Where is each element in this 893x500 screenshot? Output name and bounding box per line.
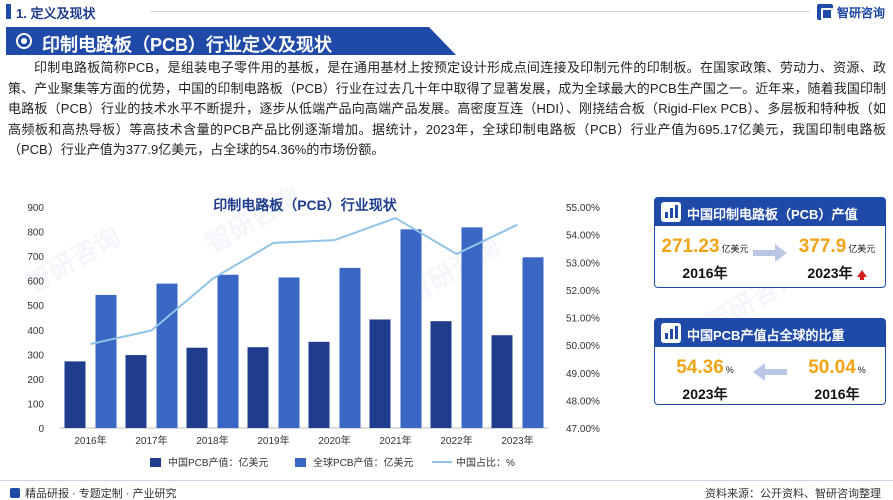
y-right-tick-label: 54.00% xyxy=(566,231,600,242)
title-banner: 印制电路板（PCB）行业定义及现状 xyxy=(6,27,456,55)
y-right-tick-label: 49.00% xyxy=(566,369,600,380)
bar-china xyxy=(186,347,208,428)
legend-label: 中国PCB产值：亿美元 xyxy=(168,456,269,469)
y-right-tick-label: 55.00% xyxy=(566,203,600,214)
bar-china xyxy=(125,355,147,428)
y-right-tick-label: 48.00% xyxy=(566,396,600,407)
chart-title: 印制电路板（PCB）行业现状 xyxy=(213,197,398,213)
section-label: 1. 定义及现状 xyxy=(16,6,96,21)
legend-swatch xyxy=(150,458,161,467)
footer: 精品研报 · 专题定制 · 产业研究 资料来源：公开资料、智研咨询整理 xyxy=(0,480,893,500)
bar-global xyxy=(461,227,483,428)
x-tick-label: 2019年 xyxy=(257,434,289,447)
up-arrow-icon xyxy=(856,270,867,280)
card-title: 中国印制电路板（PCB）产值 xyxy=(687,207,858,222)
bar-china xyxy=(247,347,269,428)
y-left-tick-label: 900 xyxy=(27,203,44,214)
y-right-tick-label: 51.00% xyxy=(566,314,600,325)
source-note: 资料来源：公开资料、智研咨询整理 xyxy=(705,488,881,500)
bar-china xyxy=(430,321,452,428)
brand-logo: 智研咨询 xyxy=(816,2,885,22)
value-year: 2023年 xyxy=(807,265,853,281)
x-tick-label: 2021年 xyxy=(379,434,411,447)
share-unit: % xyxy=(857,365,866,375)
y-left-tick-label: 0 xyxy=(38,424,44,435)
share-year: 2023年 xyxy=(682,386,728,402)
bar-global xyxy=(400,229,422,428)
pcb-chart: 印制电路板（PCB）行业现状 0 100 200 300 400 500 600 700 800 9… xyxy=(27,197,600,469)
top-bar: 1. 定义及现状 智研咨询 xyxy=(0,0,893,24)
target-icon xyxy=(16,33,32,49)
y-left-tick-label: 700 xyxy=(27,252,44,263)
logo-icon xyxy=(816,4,833,20)
arrow-left-icon xyxy=(753,363,787,381)
legend-label: 全球PCB产值：亿美元 xyxy=(313,456,414,469)
y-right-tick-label: 52.00% xyxy=(566,286,600,297)
bar-global xyxy=(339,267,361,428)
x-tick-label: 2018年 xyxy=(196,434,228,447)
share-2016: 50.04% 2016年 xyxy=(789,357,885,404)
share-2023: 54.36% 2023年 xyxy=(659,357,751,404)
bar-global xyxy=(522,257,544,428)
footer-tagline: 精品研报 · 专题定制 · 产业研究 xyxy=(10,485,177,500)
share-number: 50.04 xyxy=(808,357,856,378)
bar-global xyxy=(156,283,178,428)
tagline-text: 精品研报 · 专题定制 · 产业研究 xyxy=(25,488,177,500)
share-year: 2016年 xyxy=(814,386,860,402)
y-left-tick-label: 100 xyxy=(27,399,44,410)
bar-global xyxy=(217,274,239,428)
bar-china xyxy=(308,341,330,428)
y-left-tick-label: 500 xyxy=(27,301,44,312)
y-left-tick-label: 300 xyxy=(27,350,44,361)
card-header: 中国印制电路板（PCB）产值 xyxy=(655,198,885,226)
brand-icon xyxy=(10,488,20,498)
value-2023: 377.9 亿美元 2023年 xyxy=(789,236,885,283)
value-unit: 亿美元 xyxy=(848,244,876,254)
bar-global xyxy=(278,277,300,428)
share-unit: % xyxy=(725,365,734,375)
legend-swatch xyxy=(295,458,306,467)
card-header: 中国PCB产值占全球的比重 xyxy=(655,319,885,347)
bar-china xyxy=(369,319,391,428)
share-line xyxy=(90,216,518,345)
value-number: 377.9 xyxy=(798,236,847,257)
header-divider xyxy=(150,11,810,12)
card-title: 中国PCB产值占全球的比重 xyxy=(687,328,845,343)
x-tick-label: 2022年 xyxy=(440,434,472,447)
output-card: 中国印制电路板（PCB）产值 271.23 亿美元 2016年 377.9 亿美元 … xyxy=(654,197,886,288)
value-unit: 亿美元 xyxy=(721,244,749,254)
x-tick-label: 2020年 xyxy=(318,434,350,447)
logo-text: 智研咨询 xyxy=(836,5,885,20)
y-right-tick-label: 50.00% xyxy=(566,341,600,352)
share-number: 54.36 xyxy=(676,357,724,378)
intro-paragraph: 印制电路板简称PCB，是组装电子零件用的基板，是在通用基材上按预定设计形成点间连… xyxy=(8,60,886,157)
value-number: 271.23 xyxy=(661,236,720,257)
bar-china xyxy=(64,361,86,428)
y-left-tick-label: 800 xyxy=(27,228,44,239)
value-2016: 271.23 亿美元 2016年 xyxy=(659,236,751,283)
y-right-tick-label: 47.00% xyxy=(566,424,600,435)
arrow-right-icon xyxy=(753,244,787,262)
legend-label: 中国占比：% xyxy=(456,456,515,469)
bar-global xyxy=(95,294,117,428)
y-left-tick-label: 200 xyxy=(27,375,44,386)
y-left-tick-label: 600 xyxy=(27,277,44,288)
x-tick-label: 2017年 xyxy=(135,434,167,447)
page-title: 印制电路板（PCB）行业定义及现状 xyxy=(42,35,333,55)
y-left-tick-label: 400 xyxy=(27,326,44,337)
bar-china xyxy=(491,335,513,428)
value-year: 2016年 xyxy=(682,265,728,281)
bar-chart-icon xyxy=(661,323,681,343)
x-tick-label: 2023年 xyxy=(501,434,533,447)
y-right-tick-label: 53.00% xyxy=(566,258,600,269)
bar-chart-icon xyxy=(661,202,681,222)
x-tick-label: 2016年 xyxy=(74,434,106,447)
share-card: 中国PCB产值占全球的比重 54.36% 2023年 50.04% 2016年 xyxy=(654,318,886,405)
section-accent xyxy=(6,4,11,19)
